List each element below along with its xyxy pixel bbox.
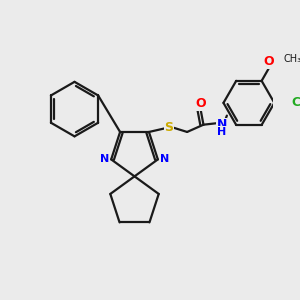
Text: N: N — [100, 154, 110, 164]
Text: Cl: Cl — [291, 96, 300, 110]
Text: O: O — [264, 55, 274, 68]
Text: CH₃: CH₃ — [284, 54, 300, 64]
Text: S: S — [164, 121, 173, 134]
Text: H: H — [217, 127, 226, 137]
Text: N: N — [160, 154, 169, 164]
Text: N: N — [217, 118, 227, 131]
Text: O: O — [195, 97, 206, 110]
